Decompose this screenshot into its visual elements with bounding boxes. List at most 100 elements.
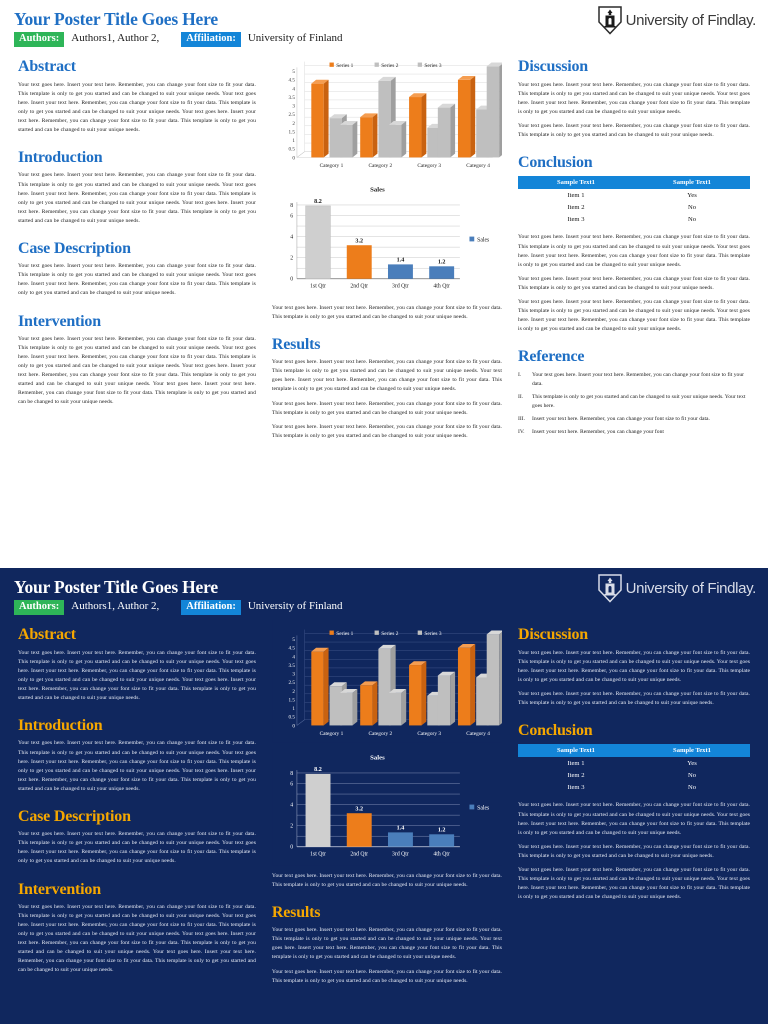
table-row: Item 1 Yes — [518, 757, 750, 769]
abstract-paragraph: Your text goes here. Insert your text he… — [18, 81, 256, 133]
table-header-cell-1: Sample Text1 — [517, 744, 634, 758]
legend-series-3: Series 3 — [424, 631, 441, 637]
svg-text:4: 4 — [292, 86, 295, 92]
svg-text:4.5: 4.5 — [288, 646, 295, 652]
clustered-column-chart: 0 0.5 1 1.5 2 2.5 3 3.5 4 4.5 5 — [272, 52, 502, 175]
section-heading-discussion: Discussion — [517, 58, 589, 75]
legend-series-2: Series 2 — [381, 631, 398, 637]
svg-text:2nd Qtr: 2nd Qtr — [350, 283, 368, 289]
table-header-row: Sample Text1 Sample Text1 — [517, 176, 750, 190]
authors-label-badge: Authors: — [14, 600, 65, 616]
table-cell-value: No — [687, 215, 697, 223]
svg-text:2.5: 2.5 — [288, 112, 295, 118]
svg-text:Category 2: Category 2 — [368, 163, 392, 169]
section-heading-introduction: Introduction — [18, 148, 103, 166]
discussion-paragraph-1: Your text goes here. Insert your text he… — [517, 81, 750, 115]
svg-text:3.2: 3.2 — [355, 806, 363, 812]
svg-text:Category 1: Category 1 — [320, 163, 344, 169]
svg-text:2: 2 — [290, 823, 293, 829]
table-header-cell-1: Sample Text1 — [517, 176, 634, 190]
poster-dark-variant: Your Poster Title Goes Here Authors: Aut… — [0, 568, 768, 1024]
svg-text:0: 0 — [290, 276, 293, 282]
university-logo: University of Findlay. — [597, 5, 757, 35]
bar-1st-qtr — [305, 205, 331, 279]
column-middle-dark: 0 0.5 1 1.5 2 2.5 3 3.5 4 4.5 5 — [264, 616, 510, 991]
svg-text:1.5: 1.5 — [288, 697, 295, 703]
abstract-paragraph: Your text goes here. Insert your text he… — [18, 649, 256, 701]
affiliation-value: University of Finland — [247, 32, 343, 45]
svg-text:3: 3 — [292, 104, 295, 110]
introduction-paragraph: Your text goes here. Insert your text he… — [18, 172, 256, 224]
reference-number: I. — [517, 371, 522, 378]
legend-series-1: Series 1 — [336, 63, 353, 69]
affiliation-label-badge: Affiliation: — [181, 600, 241, 616]
table-cell-item: Item 2 — [567, 771, 585, 779]
conclusion-paragraph-3: Your text goes here. Insert your text he… — [517, 298, 750, 332]
bar-3rd-qtr — [387, 832, 413, 847]
svg-text:6: 6 — [290, 781, 293, 787]
svg-text:1.5: 1.5 — [288, 129, 295, 135]
conclusion-table: Sample Text1 Sample Text1 Item 1 Yes Ite… — [517, 744, 750, 793]
intervention-paragraph: Your text goes here. Insert your text he… — [18, 336, 256, 406]
table-cell-value: Yes — [687, 759, 697, 767]
authors-value: Authors1, Author 2, — [71, 32, 160, 45]
svg-text:1.2: 1.2 — [438, 827, 446, 833]
sales-column-chart-svg: Sales 0 2 — [271, 748, 502, 866]
table-row: Item 2 No — [518, 201, 750, 213]
section-heading-abstract: Abstract — [18, 626, 76, 643]
bar-2nd-qtr — [346, 244, 372, 279]
svg-text:3rd Qtr: 3rd Qtr — [392, 851, 409, 857]
bar-3rd-qtr — [387, 264, 413, 279]
sales-chart-title: Sales — [370, 186, 385, 193]
legend-series-1: Series 1 — [336, 631, 353, 637]
affiliation-value: University of Finland — [247, 600, 343, 613]
svg-text:8: 8 — [290, 203, 293, 209]
conclusion-paragraph-1: Your text goes here. Insert your text he… — [517, 234, 750, 268]
table-cell-item: Item 1 — [567, 191, 585, 199]
middle-note-paragraph: Your text goes here. Insert your text he… — [271, 304, 502, 320]
poster-columns-dark: Abstract Your text goes here. Insert you… — [0, 616, 768, 991]
column-right-dark: Discussion Your text goes here. Insert y… — [510, 616, 758, 991]
reference-number: IV. — [517, 428, 525, 435]
svg-text:8.2: 8.2 — [314, 767, 322, 773]
svg-text:2nd Qtr: 2nd Qtr — [350, 851, 368, 857]
bar-4th-qtr — [429, 833, 455, 847]
intervention-paragraph: Your text goes here. Insert your text he… — [18, 904, 256, 974]
section-heading-case-description: Case Description — [18, 239, 131, 257]
middle-note-paragraph: Your text goes here. Insert your text he… — [271, 872, 502, 888]
university-logo: University of Findlay. — [597, 573, 756, 603]
table-cell-value: No — [687, 203, 697, 211]
discussion-paragraph-2: Your text goes here. Insert your text he… — [517, 122, 750, 138]
authors-label-badge: Authors: — [14, 32, 65, 48]
column-left-light: Abstract Your text goes here. Insert you… — [10, 48, 264, 446]
conclusion-paragraph-3: Your text goes here. Insert your text he… — [517, 866, 750, 900]
university-logo-text: University of Findlay. — [625, 11, 757, 29]
bar-2nd-qtr — [346, 812, 372, 847]
section-heading-conclusion: Conclusion — [517, 153, 593, 171]
svg-text:0: 0 — [290, 844, 293, 850]
results-paragraph-1: Your text goes here. Insert your text he… — [271, 359, 502, 393]
affiliation-label-badge: Affiliation: — [181, 32, 241, 48]
svg-text:1.4: 1.4 — [397, 257, 405, 263]
svg-text:0.5: 0.5 — [288, 715, 295, 721]
table-cell-item: Item 3 — [567, 215, 585, 223]
section-heading-results: Results — [271, 335, 321, 353]
svg-text:0: 0 — [292, 723, 295, 729]
poster-header-light: Your Poster Title Goes Here Authors: Aut… — [0, 0, 768, 48]
table-cell-value: No — [687, 771, 697, 779]
reference-number: III. — [517, 415, 525, 422]
section-heading-abstract: Abstract — [18, 58, 76, 75]
svg-text:2: 2 — [290, 255, 293, 261]
discussion-paragraph-2: Your text goes here. Insert your text he… — [517, 690, 750, 706]
legend-series-2: Series 2 — [381, 63, 398, 69]
sales-column-chart: Sales 0 2 — [271, 748, 502, 866]
results-paragraph-2: Your text goes here. Insert your text he… — [271, 400, 502, 416]
table-cell-value: Yes — [687, 191, 697, 199]
svg-text:0.5: 0.5 — [288, 147, 295, 153]
section-heading-introduction: Introduction — [18, 716, 103, 734]
table-cell-value: No — [687, 783, 697, 791]
sales-column-chart-svg: Sales 0 — [290, 186, 490, 289]
bell-tower-shield-icon — [597, 6, 622, 35]
svg-text:3.2: 3.2 — [355, 238, 363, 244]
svg-text:1st Qtr: 1st Qtr — [310, 283, 326, 289]
